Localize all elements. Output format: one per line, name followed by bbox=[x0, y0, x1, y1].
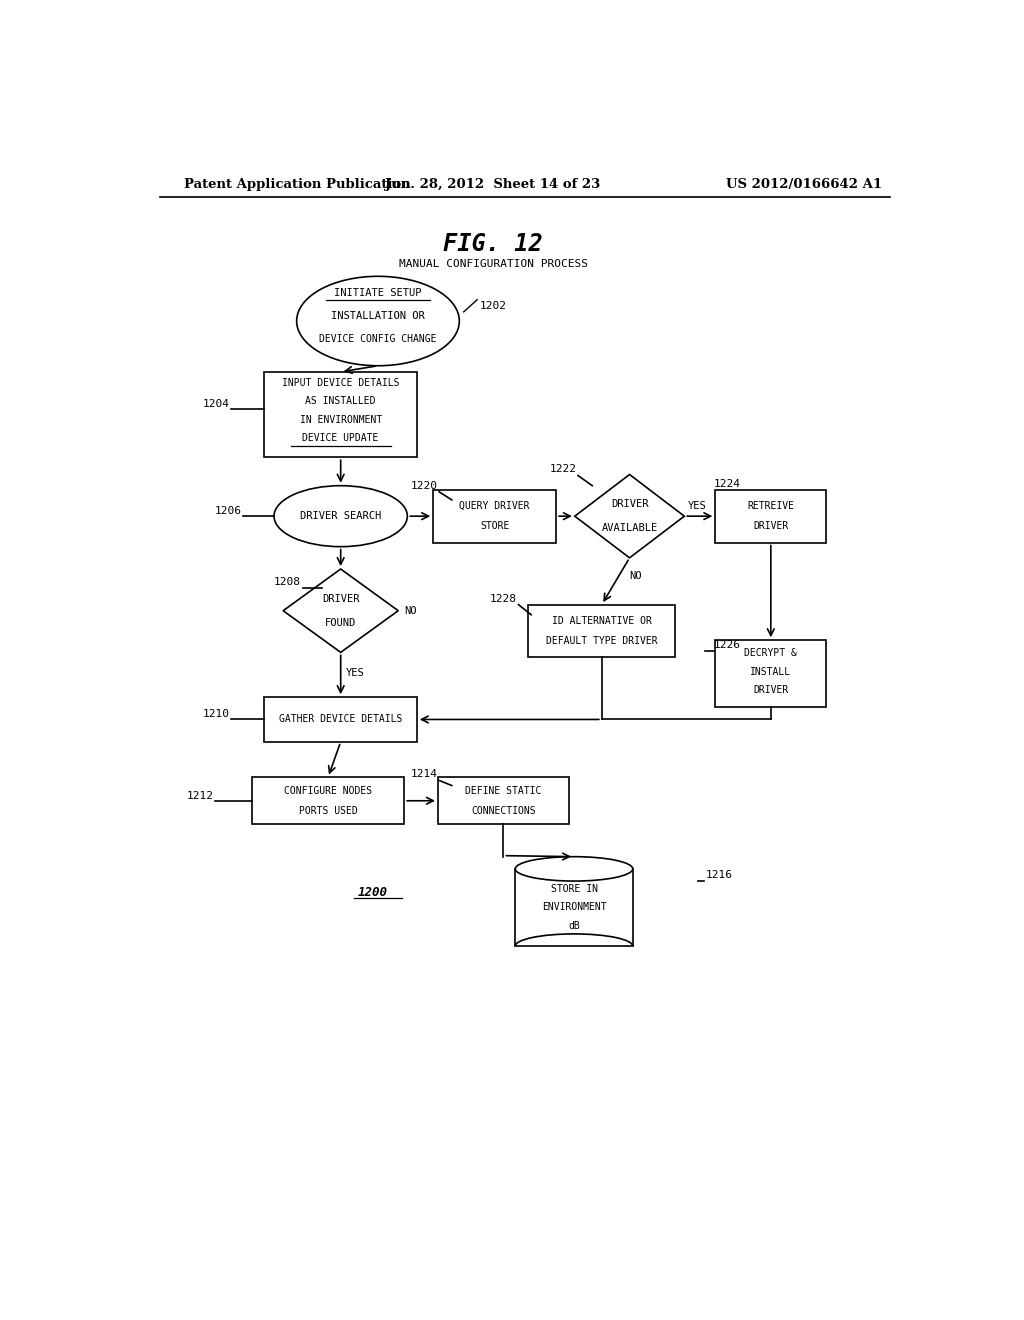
Text: INPUT DEVICE DETAILS: INPUT DEVICE DETAILS bbox=[282, 378, 399, 388]
Text: 1216: 1216 bbox=[706, 870, 733, 880]
FancyBboxPatch shape bbox=[264, 372, 417, 457]
Text: 1228: 1228 bbox=[489, 594, 517, 603]
Text: INSTALLATION OR: INSTALLATION OR bbox=[331, 312, 425, 321]
Text: DRIVER: DRIVER bbox=[754, 685, 788, 694]
Text: CONFIGURE NODES: CONFIGURE NODES bbox=[284, 785, 372, 796]
Text: DEFAULT TYPE DRIVER: DEFAULT TYPE DRIVER bbox=[546, 636, 657, 647]
Text: DRIVER: DRIVER bbox=[754, 521, 788, 532]
Text: Jun. 28, 2012  Sheet 14 of 23: Jun. 28, 2012 Sheet 14 of 23 bbox=[385, 178, 601, 191]
Text: GATHER DEVICE DETAILS: GATHER DEVICE DETAILS bbox=[279, 714, 402, 725]
Text: 1204: 1204 bbox=[203, 400, 229, 409]
Text: 1202: 1202 bbox=[479, 301, 507, 310]
FancyBboxPatch shape bbox=[515, 869, 633, 946]
FancyBboxPatch shape bbox=[715, 640, 826, 708]
Polygon shape bbox=[574, 474, 684, 558]
FancyBboxPatch shape bbox=[433, 490, 556, 543]
Text: QUERY DRIVER: QUERY DRIVER bbox=[460, 502, 529, 511]
Text: 1200: 1200 bbox=[358, 886, 388, 899]
Text: NO: NO bbox=[630, 572, 642, 581]
Text: DECRYPT &: DECRYPT & bbox=[744, 648, 798, 659]
Text: ID ALTERNATIVE OR: ID ALTERNATIVE OR bbox=[552, 616, 651, 626]
Text: AVAILABLE: AVAILABLE bbox=[601, 523, 657, 533]
Text: DRIVER: DRIVER bbox=[322, 594, 359, 603]
Text: INSTALL: INSTALL bbox=[751, 667, 792, 677]
Text: ENVIRONMENT: ENVIRONMENT bbox=[542, 903, 606, 912]
Text: DEVICE UPDATE: DEVICE UPDATE bbox=[302, 433, 379, 444]
Text: RETREIVE: RETREIVE bbox=[748, 502, 795, 511]
Text: US 2012/0166642 A1: US 2012/0166642 A1 bbox=[726, 178, 882, 191]
Text: 1222: 1222 bbox=[550, 465, 577, 474]
Text: DEVICE CONFIG CHANGE: DEVICE CONFIG CHANGE bbox=[319, 334, 436, 345]
Text: 1208: 1208 bbox=[274, 577, 301, 587]
Text: 1212: 1212 bbox=[186, 791, 214, 801]
Text: STORE: STORE bbox=[480, 521, 509, 532]
Text: 1206: 1206 bbox=[214, 506, 242, 516]
Text: Patent Application Publication: Patent Application Publication bbox=[183, 178, 411, 191]
Text: 1220: 1220 bbox=[411, 480, 437, 491]
Text: dB: dB bbox=[568, 921, 580, 931]
Text: YES: YES bbox=[345, 668, 365, 677]
FancyBboxPatch shape bbox=[715, 490, 826, 543]
Polygon shape bbox=[284, 569, 398, 652]
Text: FOUND: FOUND bbox=[325, 618, 356, 628]
FancyBboxPatch shape bbox=[252, 777, 404, 824]
FancyBboxPatch shape bbox=[528, 605, 675, 657]
Text: STORE IN: STORE IN bbox=[551, 884, 597, 894]
Text: 1224: 1224 bbox=[714, 479, 740, 488]
Ellipse shape bbox=[515, 857, 633, 880]
Text: DEFINE STATIC: DEFINE STATIC bbox=[465, 785, 542, 796]
Text: YES: YES bbox=[688, 502, 707, 511]
Text: NO: NO bbox=[404, 606, 417, 615]
Text: PORTS USED: PORTS USED bbox=[299, 807, 357, 816]
Text: MANUAL CONFIGURATION PROCESS: MANUAL CONFIGURATION PROCESS bbox=[398, 259, 588, 269]
Text: DRIVER: DRIVER bbox=[610, 499, 648, 510]
Ellipse shape bbox=[297, 276, 460, 366]
Text: AS INSTALLED: AS INSTALLED bbox=[305, 396, 376, 407]
Text: DRIVER SEARCH: DRIVER SEARCH bbox=[300, 511, 381, 521]
Text: 1214: 1214 bbox=[411, 770, 437, 779]
Text: IN ENVIRONMENT: IN ENVIRONMENT bbox=[300, 414, 382, 425]
FancyBboxPatch shape bbox=[264, 697, 417, 742]
FancyBboxPatch shape bbox=[438, 777, 569, 824]
Text: 1210: 1210 bbox=[203, 709, 229, 719]
Text: INITIATE SETUP: INITIATE SETUP bbox=[334, 288, 422, 297]
Text: 1226: 1226 bbox=[714, 640, 740, 651]
Ellipse shape bbox=[274, 486, 408, 546]
Text: CONNECTIONS: CONNECTIONS bbox=[471, 807, 536, 816]
Text: FIG. 12: FIG. 12 bbox=[443, 232, 543, 256]
